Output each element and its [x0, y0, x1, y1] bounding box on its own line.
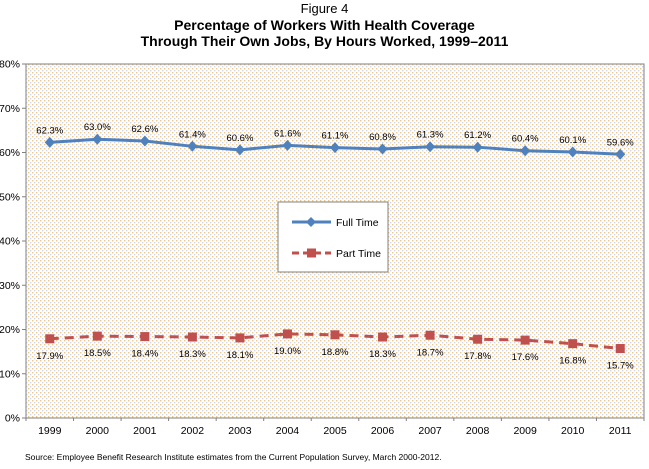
data-point-marker [520, 145, 531, 157]
x-tick-label: 2010 [561, 425, 585, 437]
data-label: 18.4% [131, 349, 158, 360]
data-label: 19.0% [274, 346, 301, 357]
chart-title-line1: Percentage of Workers With Health Covera… [174, 17, 475, 33]
data-label: 61.6% [274, 128, 301, 139]
data-point-marker [567, 146, 578, 158]
x-tick-label: 2001 [133, 425, 157, 437]
series-full-time: 62.3% 63.0% 62.6% 61.4% 60.6% 61.6% 61.1% 60.8%… [36, 122, 634, 160]
x-tick-label: 2000 [86, 425, 110, 437]
data-point-marker [473, 334, 483, 344]
y-tick-label: 40% [0, 236, 20, 248]
legend-item-part-time: Part Time [292, 248, 381, 260]
x-axis: 1999 2000 2001 2002 2003 2004 2005 2006 2007 2008… [25, 418, 645, 437]
data-label: 61.3% [417, 130, 444, 141]
y-tick-label: 70% [0, 103, 20, 115]
x-tick-label: 2011 [609, 425, 632, 437]
data-point-marker [140, 332, 150, 342]
data-point-marker [615, 148, 626, 160]
data-label: 16.8% [559, 356, 586, 367]
legend-box [277, 201, 389, 273]
y-tick-label: 80% [0, 59, 20, 71]
data-point-marker [330, 330, 340, 340]
data-point-marker [282, 329, 292, 339]
source-note: Source: Employee Benefit Research Instit… [25, 452, 442, 462]
data-label: 61.2% [464, 130, 491, 141]
chart-title-line2: Through Their Own Jobs, By Hours Worked,… [140, 33, 509, 49]
data-label: 62.3% [36, 125, 63, 136]
legend-marker-diamond-icon [306, 217, 316, 227]
data-label: 15.7% [607, 361, 634, 372]
data-point-marker [425, 330, 435, 340]
data-point-marker [187, 140, 198, 152]
y-tick-label: 20% [0, 324, 20, 336]
x-tick-label: 1999 [38, 425, 62, 437]
legend-marker-square-icon [307, 248, 316, 258]
data-point-marker [235, 333, 245, 343]
chart-title-block: Figure 4 Percentage of Workers With Heal… [0, 1, 649, 49]
data-point-marker [330, 142, 340, 154]
data-point-marker [44, 136, 55, 148]
x-tick-label: 2009 [513, 425, 537, 437]
data-point-marker [187, 332, 197, 342]
data-label: 60.4% [512, 134, 539, 145]
data-point-marker [378, 332, 388, 342]
data-point-marker [520, 335, 530, 345]
data-label: 60.1% [559, 135, 586, 146]
x-tick-label: 2006 [371, 425, 395, 437]
legend-label: Part Time [336, 248, 381, 260]
data-label: 18.3% [179, 349, 206, 360]
data-label: 18.3% [369, 349, 396, 360]
x-tick-label: 2005 [323, 425, 347, 437]
data-label: 18.8% [322, 347, 349, 358]
data-label: 18.1% [226, 350, 253, 361]
legend: Full Time Part Time [277, 201, 389, 273]
series-part-time: 17.9% 18.5% 18.4% 18.3% 18.1% 19.0% 18.8% 18.3%… [36, 329, 634, 372]
data-point-marker [92, 133, 103, 145]
data-label: 18.5% [84, 348, 111, 359]
legend-item-full-time: Full Time [292, 217, 379, 229]
data-label: 17.9% [36, 351, 63, 362]
y-tick-label: 10% [0, 368, 20, 380]
data-label: 60.6% [226, 133, 253, 144]
data-label: 59.6% [607, 137, 634, 148]
data-label: 62.6% [131, 124, 158, 135]
data-point-marker [282, 139, 293, 151]
data-point-marker [568, 339, 578, 349]
data-label: 60.8% [369, 132, 396, 143]
data-point-marker [472, 141, 483, 153]
legend-label: Full Time [336, 217, 379, 229]
data-point-marker [45, 334, 55, 344]
x-tick-label: 2007 [418, 425, 442, 437]
data-label: 61.4% [179, 129, 206, 140]
data-point-marker [234, 144, 245, 156]
y-tick-label: 60% [0, 147, 20, 159]
data-point-marker [92, 331, 102, 341]
figure-label: Figure 4 [300, 1, 349, 16]
data-point-marker [425, 141, 436, 153]
y-tick-label: 30% [0, 280, 20, 292]
x-tick-label: 2003 [228, 425, 252, 437]
y-axis: 0% 10% 20% 30% 40% 50% 60% 70% 80% [0, 59, 26, 425]
y-tick-label: 0% [5, 413, 20, 425]
y-tick-label: 50% [0, 191, 20, 203]
data-label: 18.7% [417, 347, 444, 358]
x-tick-label: 2002 [181, 425, 205, 437]
data-point-marker [377, 143, 388, 155]
data-label: 17.8% [464, 351, 491, 362]
x-tick-label: 2004 [276, 425, 300, 437]
x-tick-label: 2008 [466, 425, 490, 437]
data-label: 63.0% [84, 122, 111, 133]
data-point-marker [615, 344, 625, 354]
data-point-marker [139, 135, 150, 147]
data-label: 17.6% [512, 352, 539, 363]
data-label: 61.1% [322, 131, 349, 142]
